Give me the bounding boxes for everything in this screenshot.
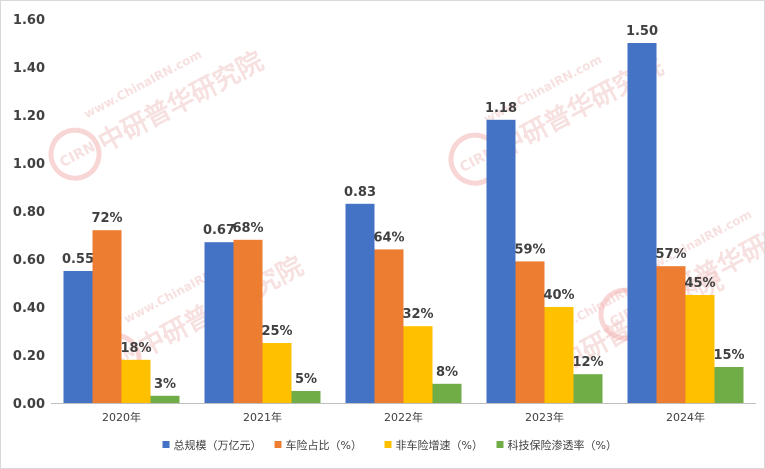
- watermark-logo-icon: [48, 127, 102, 181]
- data-label: 64%: [373, 230, 404, 245]
- bar: [714, 367, 744, 403]
- data-label: 25%: [261, 324, 292, 339]
- x-tick-label: 2020年: [102, 410, 141, 424]
- bar: [486, 119, 516, 404]
- bar: [627, 43, 657, 403]
- bar: [63, 271, 93, 403]
- y-tick-label: 0.60: [13, 253, 45, 268]
- data-label: 0.67: [203, 223, 235, 238]
- y-tick-label: 1.20: [13, 109, 45, 124]
- legend: 总规模（万亿元） 车险占比（%） 非车险增速（%） 科技保险渗透率（%）: [162, 438, 617, 452]
- data-label: 68%: [232, 221, 263, 236]
- y-tick-label: 0.40: [13, 301, 45, 316]
- y-tick-label: 0.20: [13, 349, 45, 364]
- legend-swatch: [274, 441, 282, 448]
- bar: [345, 203, 375, 403]
- data-label: 72%: [91, 211, 122, 226]
- watermark-logo-text: CIRN: [57, 139, 98, 171]
- bar: [685, 295, 715, 403]
- bar: [544, 307, 574, 403]
- x-tick-label: 2023年: [525, 410, 564, 424]
- bar: [262, 343, 292, 403]
- bar: [374, 249, 404, 403]
- y-tick-label: 0.80: [13, 205, 45, 220]
- bar: [403, 326, 433, 403]
- data-label: 5%: [295, 372, 317, 387]
- bar: [121, 359, 151, 403]
- bar: [656, 266, 686, 403]
- bar: [573, 374, 603, 403]
- data-label: 3%: [154, 377, 176, 392]
- x-axis: 2020年 2021年 2022年 2023年 2024年: [51, 403, 756, 424]
- legend-label: 车险占比（%）: [286, 438, 362, 452]
- bar: [150, 395, 180, 403]
- bar: [432, 383, 462, 403]
- legend-swatch: [162, 441, 170, 448]
- data-label: 8%: [436, 365, 458, 380]
- x-tick-label: 2024年: [666, 410, 705, 424]
- data-label: 57%: [655, 247, 686, 262]
- data-label: 45%: [684, 276, 715, 291]
- bar: [291, 391, 321, 403]
- data-label: 15%: [713, 348, 744, 363]
- y-tick-label: 1.40: [13, 61, 45, 76]
- bar: [204, 242, 234, 403]
- y-tick-label: 0.00: [13, 397, 45, 412]
- bar: [233, 239, 263, 403]
- x-tick-label: 2022年: [384, 410, 423, 424]
- bar: [515, 261, 545, 403]
- legend-swatch: [496, 441, 504, 448]
- y-tick-label: 1.60: [13, 13, 45, 28]
- data-label: 59%: [514, 242, 545, 257]
- data-label: 1.18: [485, 101, 517, 116]
- x-tick-label: 2021年: [243, 410, 282, 424]
- bar: [92, 230, 122, 403]
- data-label: 40%: [543, 288, 574, 303]
- data-label: 18%: [120, 341, 151, 356]
- legend-label: 非车险增速（%）: [396, 438, 483, 452]
- y-axis: 0.00 0.20 0.40 0.60 0.80 1.00 1.20 1.40 1.60: [13, 13, 45, 412]
- legend-label: 总规模（万亿元）: [174, 438, 262, 452]
- data-label: 12%: [572, 355, 603, 370]
- data-label: 32%: [402, 307, 433, 322]
- data-label: 1.50: [626, 24, 658, 39]
- legend-swatch: [384, 441, 392, 448]
- data-label: 0.83: [344, 185, 376, 200]
- y-tick-label: 1.00: [13, 157, 45, 172]
- legend-label: 科技保险渗透率（%）: [508, 438, 617, 452]
- data-label: 0.55: [62, 252, 94, 267]
